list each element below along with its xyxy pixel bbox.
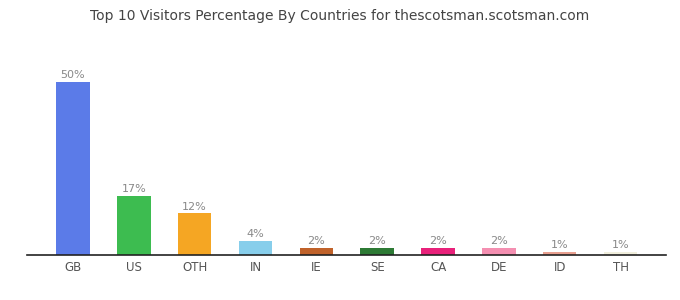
Text: Top 10 Visitors Percentage By Countries for thescotsman.scotsman.com: Top 10 Visitors Percentage By Countries … (90, 9, 590, 23)
Bar (56, 82, 90, 255)
Text: 17%: 17% (122, 184, 146, 194)
Text: 50%: 50% (61, 70, 85, 80)
Bar (117, 196, 150, 255)
Text: 1%: 1% (612, 240, 630, 250)
Text: 1%: 1% (551, 240, 568, 250)
Text: 4%: 4% (247, 230, 265, 239)
Bar (178, 213, 211, 255)
Bar (300, 248, 333, 255)
Bar (604, 251, 637, 255)
Text: 2%: 2% (307, 236, 325, 246)
Text: 12%: 12% (182, 202, 207, 212)
Bar (422, 248, 455, 255)
Bar (543, 251, 577, 255)
Text: 2%: 2% (369, 236, 386, 246)
Text: 2%: 2% (429, 236, 447, 246)
Text: 2%: 2% (490, 236, 508, 246)
Bar (239, 241, 272, 255)
Bar (360, 248, 394, 255)
Bar (482, 248, 515, 255)
